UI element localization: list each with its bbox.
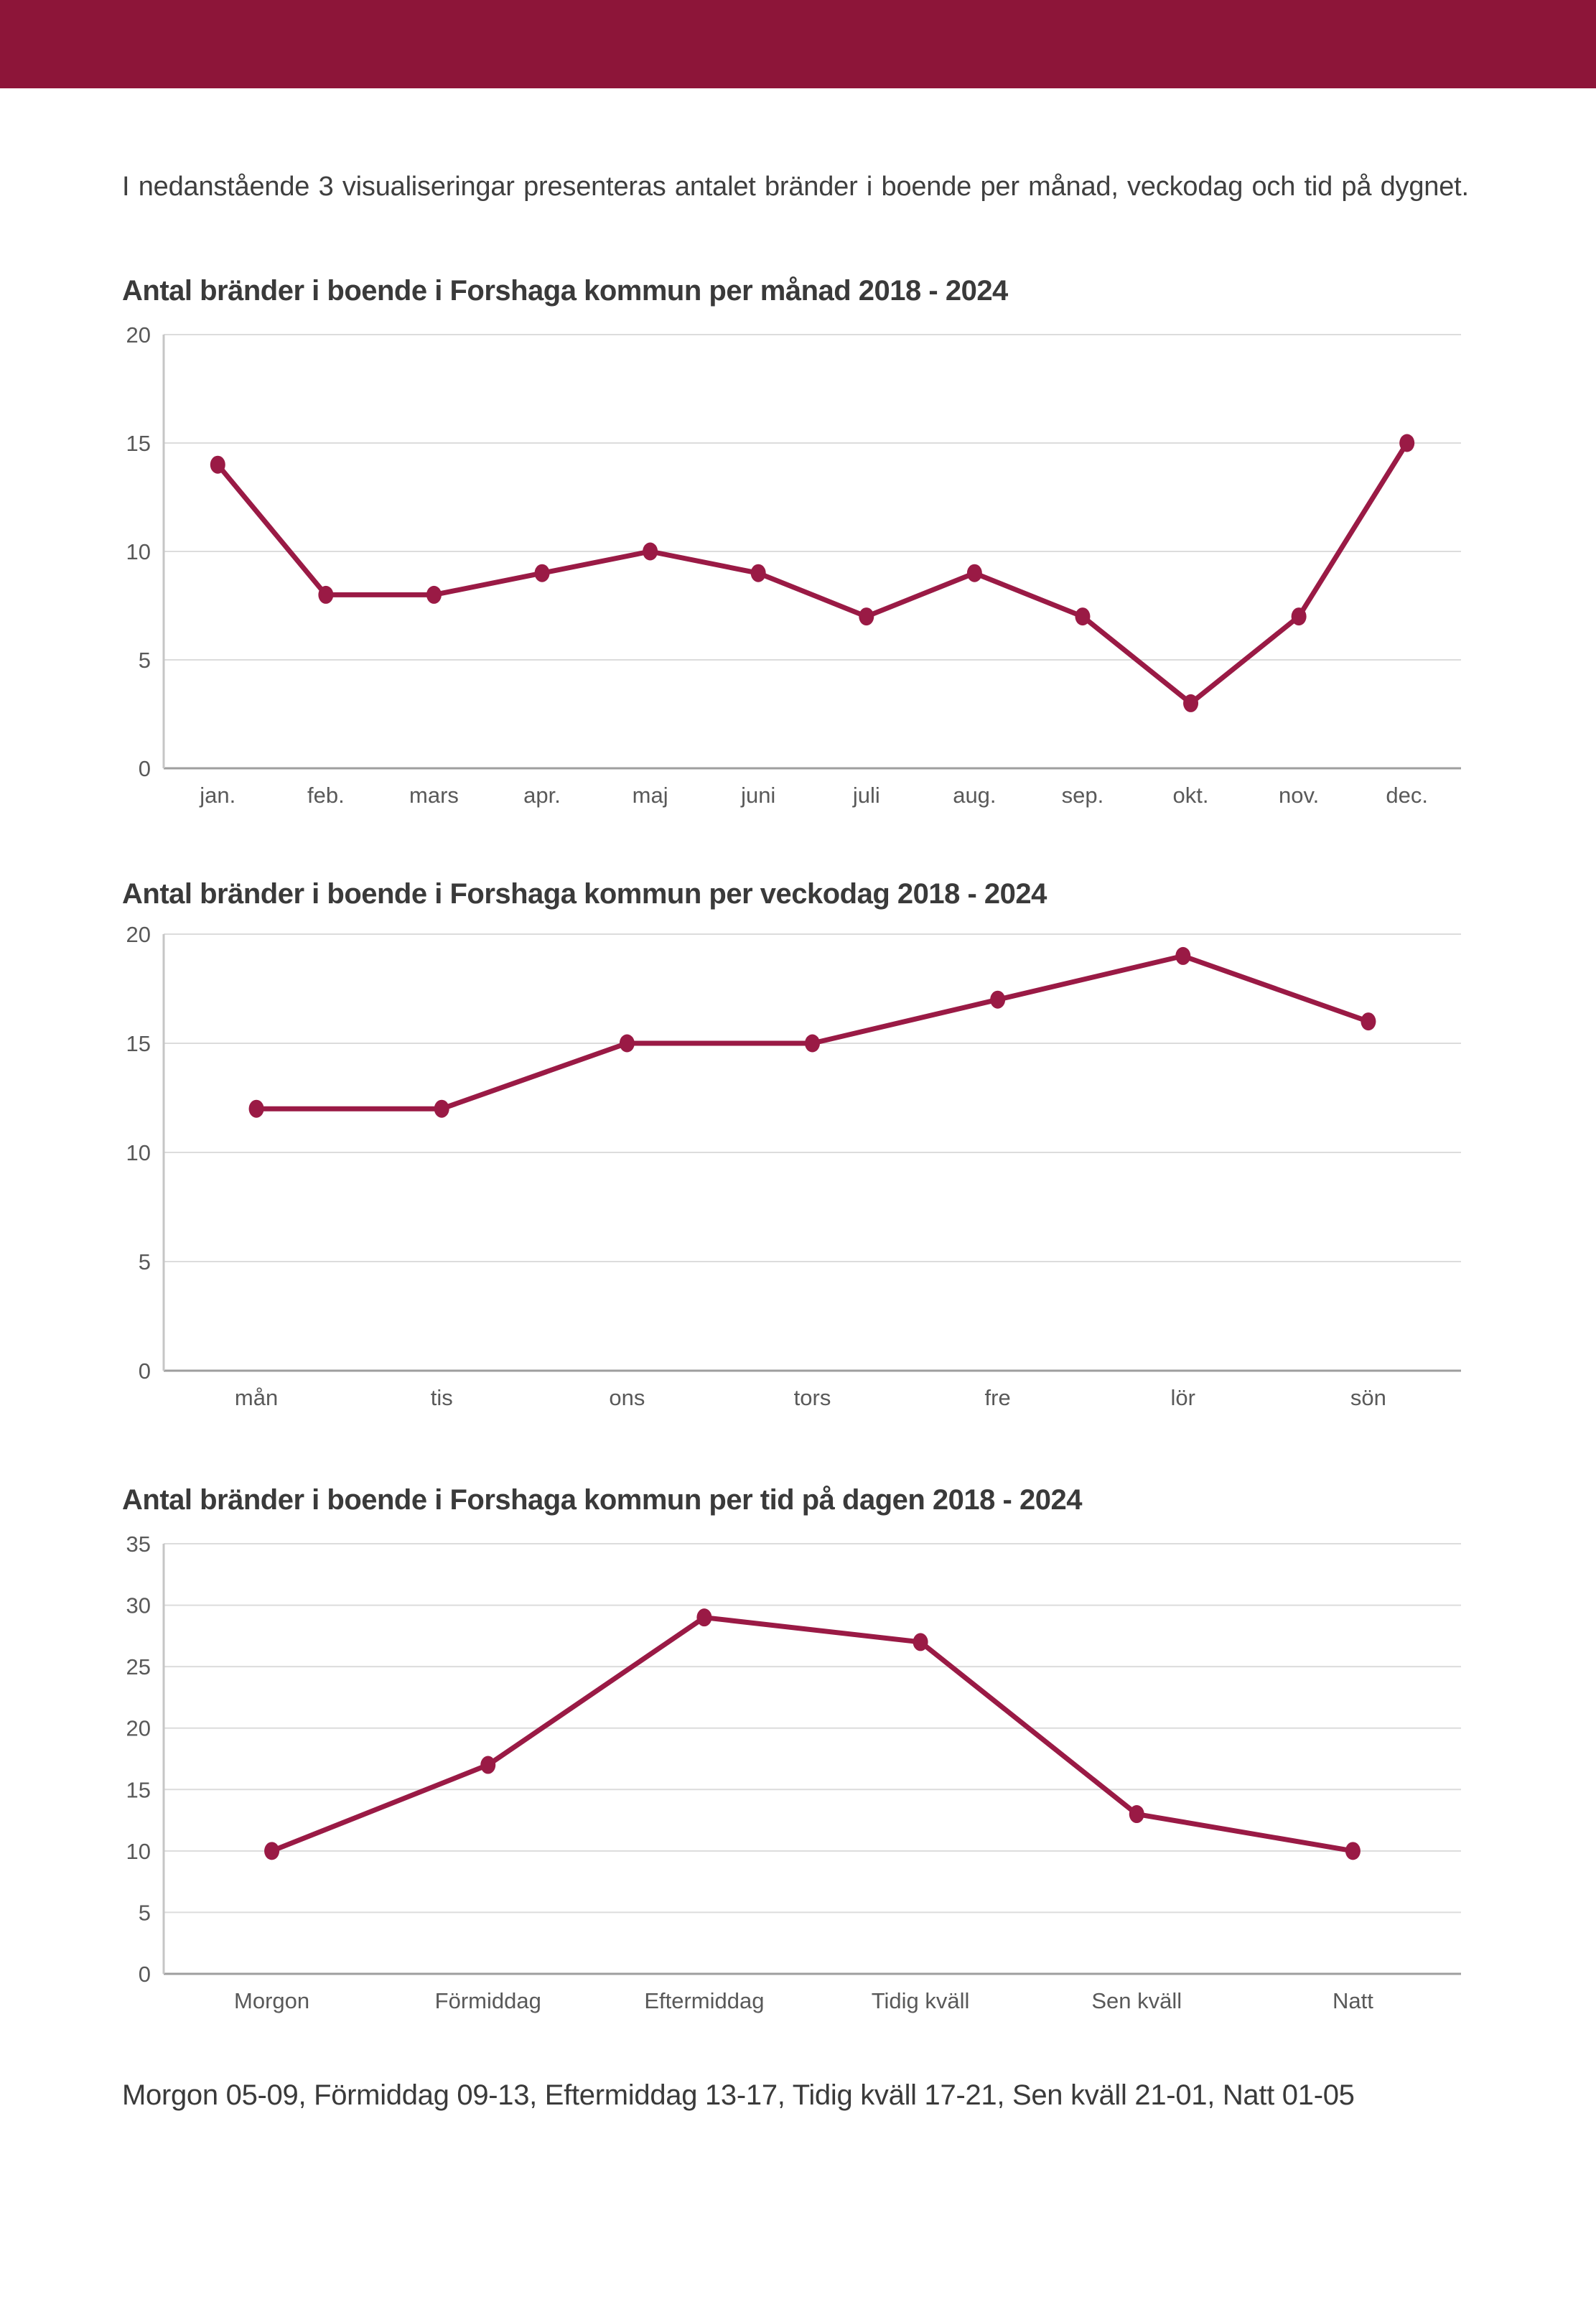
- y-tick-label: 10: [126, 1140, 151, 1165]
- x-category-label: Eftermiddag: [644, 1988, 764, 2013]
- line-chart-per-time-of-day: 0 5 10 15 20 25 30 35 Morgon Förmiddag Eftermiddag…: [126, 1532, 1461, 2013]
- x-category-label: feb.: [307, 783, 345, 808]
- data-point: [1183, 694, 1199, 712]
- data-point: [1291, 607, 1307, 626]
- data-point: [750, 564, 766, 582]
- x-category-label: dec.: [1386, 783, 1428, 808]
- y-tick-label: 10: [126, 539, 151, 564]
- x-category-label: Morgon: [234, 1988, 309, 2013]
- x-category-label: juni: [740, 783, 775, 808]
- y-tick-label: 30: [126, 1593, 151, 1618]
- data-point: [534, 564, 550, 582]
- x-category-label: sep.: [1062, 783, 1104, 808]
- data-point: [426, 585, 442, 604]
- chart-title-per-month: Antal bränder i boende i Forshaga kommun…: [122, 275, 1008, 307]
- footnote-text: Morgon 05-09, Förmiddag 09-13, Eftermidd…: [122, 2079, 1355, 2111]
- data-point: [434, 1099, 449, 1118]
- data-line: [215, 440, 1410, 706]
- y-tick-label: 0: [139, 756, 151, 781]
- data-point: [480, 1756, 496, 1774]
- header-bar: [0, 0, 1596, 88]
- y-tick-label: 15: [126, 1777, 151, 1802]
- x-category-label: Tidig kväll: [872, 1988, 970, 2013]
- x-category-label: apr.: [523, 783, 561, 808]
- data-point: [248, 1099, 264, 1118]
- x-category-label: ons: [609, 1385, 645, 1410]
- data-point: [210, 455, 225, 474]
- x-category-label: nov.: [1279, 783, 1319, 808]
- x-category-label: sön: [1350, 1385, 1386, 1410]
- chart-title-per-time-of-day: Antal bränder i boende i Forshaga kommun…: [122, 1484, 1082, 1516]
- y-tick-label: 25: [126, 1654, 151, 1679]
- y-tick-label: 5: [139, 1249, 151, 1274]
- line-chart-per-month: 0 5 10 15 20 jan. feb. mars apr. maj juni juli aug. s…: [126, 322, 1461, 808]
- data-point: [1075, 607, 1091, 626]
- y-tick-label: 0: [139, 1358, 151, 1384]
- x-category-label: Sen kväll: [1091, 1988, 1182, 2013]
- data-point: [619, 1034, 635, 1053]
- x-category-label: maj: [633, 783, 668, 808]
- data-point: [1399, 434, 1415, 452]
- data-line: [253, 953, 1371, 1111]
- y-tick-label: 10: [126, 1839, 151, 1864]
- chart-title-per-weekday: Antal bränder i boende i Forshaga kommun…: [122, 878, 1047, 910]
- data-point: [1175, 946, 1191, 965]
- intro-text: I nedanstående 3 visualiseringar present…: [122, 172, 1469, 202]
- y-tick-label: 15: [126, 1031, 151, 1056]
- data-point: [990, 990, 1006, 1009]
- data-line: [269, 1615, 1355, 1854]
- x-category-label: juli: [852, 783, 880, 808]
- x-category-label: Förmiddag: [435, 1988, 541, 2013]
- x-category-label: mars: [409, 783, 459, 808]
- y-tick-label: 35: [126, 1532, 151, 1557]
- data-point: [1345, 1842, 1361, 1860]
- x-category-label: fre: [985, 1385, 1011, 1410]
- data-point: [805, 1034, 820, 1053]
- data-point: [966, 564, 982, 582]
- data-point: [318, 585, 334, 604]
- data-point: [643, 542, 658, 561]
- data-point: [913, 1633, 928, 1651]
- x-category-label: mån: [235, 1385, 278, 1410]
- x-category-label: okt.: [1173, 783, 1209, 808]
- y-tick-label: 5: [139, 1900, 151, 1925]
- y-tick-label: 20: [126, 322, 151, 348]
- line-chart-per-weekday: 0 5 10 15 20 mån tis ons tors fre lör sön: [126, 922, 1461, 1410]
- y-tick-label: 20: [126, 922, 151, 947]
- y-tick-label: 0: [139, 1962, 151, 1987]
- y-tick-label: 15: [126, 431, 151, 456]
- x-category-label: Natt: [1333, 1988, 1373, 2013]
- y-tick-label: 20: [126, 1716, 151, 1741]
- data-point: [264, 1842, 280, 1860]
- data-point: [1361, 1012, 1376, 1031]
- x-category-label: tors: [794, 1385, 831, 1410]
- data-point: [696, 1608, 712, 1627]
- x-category-label: tis: [431, 1385, 453, 1410]
- y-tick-label: 5: [139, 648, 151, 673]
- data-point: [1129, 1805, 1144, 1824]
- x-category-label: aug.: [953, 783, 996, 808]
- data-point: [859, 607, 874, 626]
- x-category-label: lör: [1171, 1385, 1195, 1410]
- x-category-label: jan.: [199, 783, 235, 808]
